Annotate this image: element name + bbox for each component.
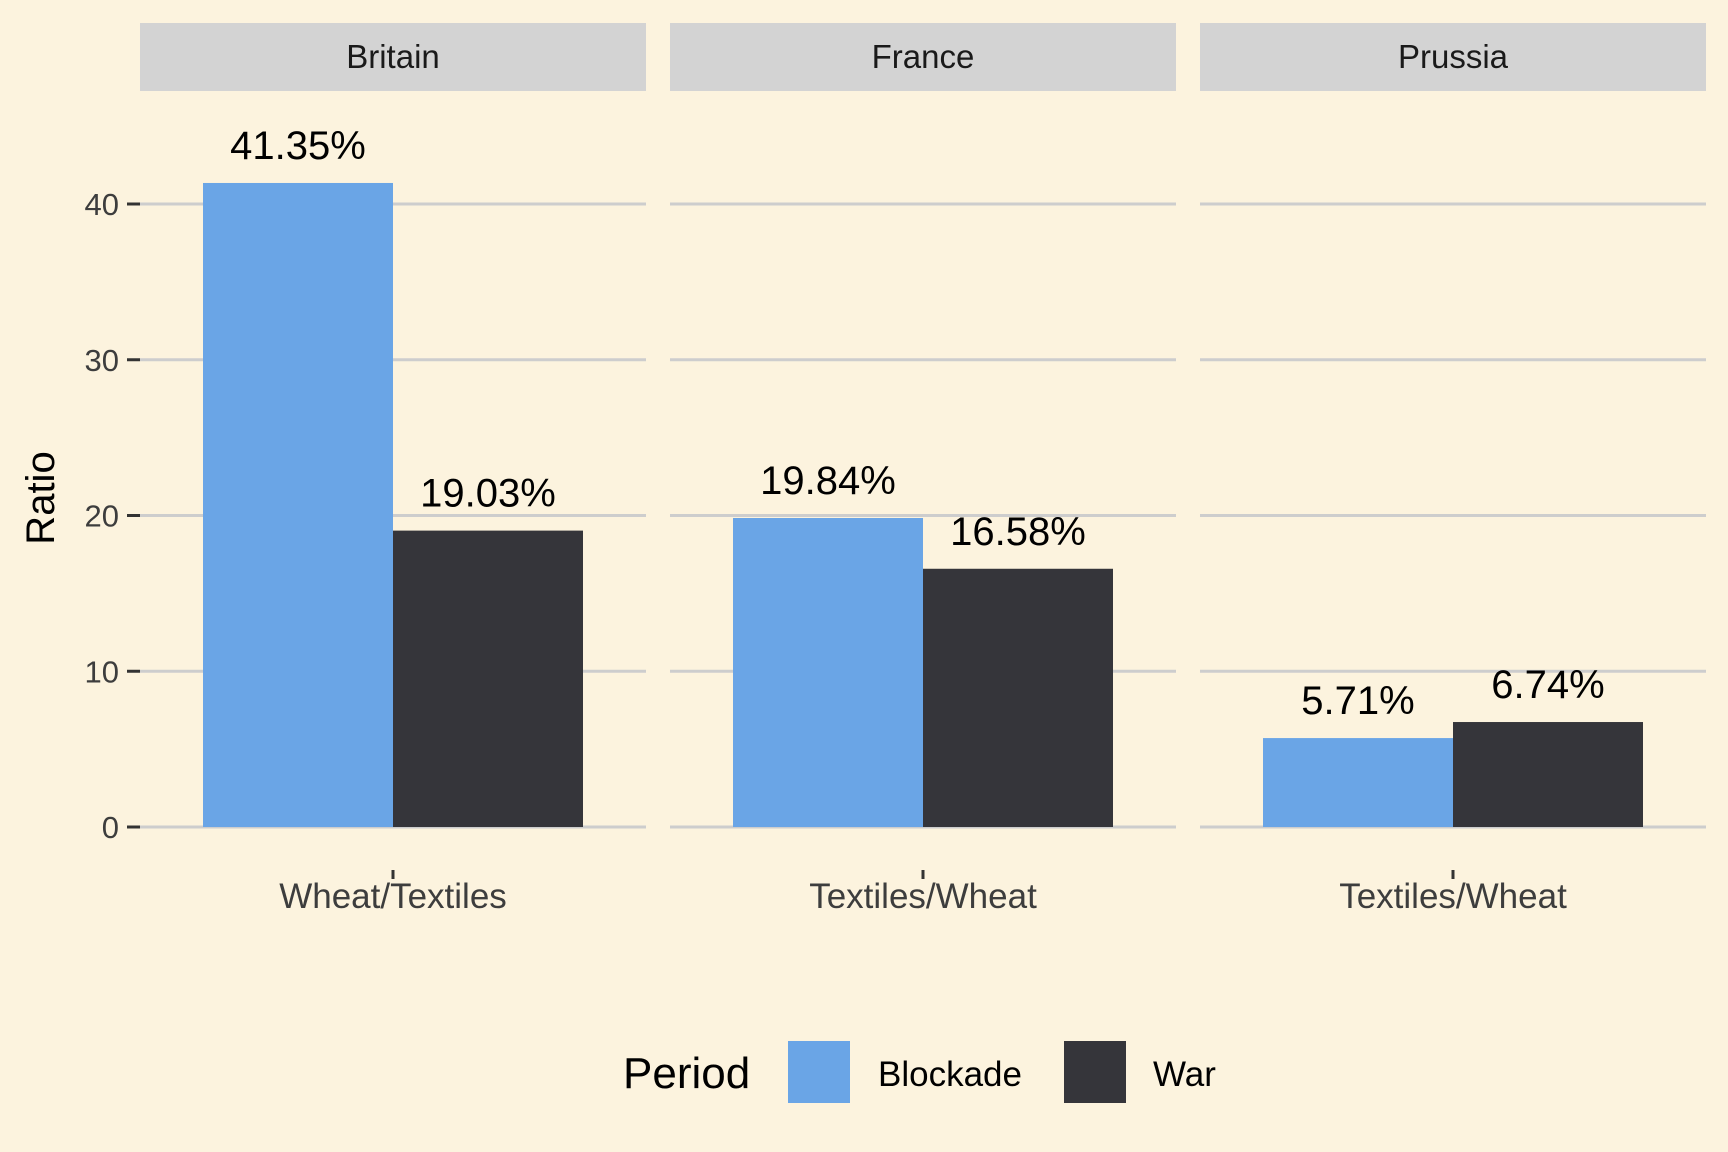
legend-label: Blockade xyxy=(878,1055,1022,1094)
bar-value-label: 16.58% xyxy=(950,510,1086,554)
facet-panel-britain: Britain 41.35% 19.03% Wheat/Textiles xyxy=(140,23,646,916)
facet-strip-label: Prussia xyxy=(1398,38,1509,75)
y-tick-label: 10 xyxy=(85,654,119,689)
y-axis-title: Ratio xyxy=(19,451,63,544)
x-tick-label: Textiles/Wheat xyxy=(1339,877,1567,916)
facet-strip-label: France xyxy=(872,38,975,75)
facet-strip-label: Britain xyxy=(346,38,440,75)
facet-panel-prussia: Prussia 5.71% 6.74% Textiles/Wheat xyxy=(1200,23,1706,916)
y-tick-label: 0 xyxy=(102,810,119,845)
x-tick-label: Textiles/Wheat xyxy=(809,877,1037,916)
bar-blockade xyxy=(1263,738,1453,827)
bar-war xyxy=(393,530,583,827)
bar-value-label: 41.35% xyxy=(230,124,366,168)
legend-label: War xyxy=(1153,1055,1216,1094)
y-axis: 0 10 20 30 40 xyxy=(85,187,140,845)
facet-strip xyxy=(140,23,646,91)
bar-value-label: 19.84% xyxy=(760,459,896,503)
bar-blockade xyxy=(733,517,923,827)
legend-title: Period xyxy=(623,1049,750,1098)
y-tick-label: 30 xyxy=(85,343,119,378)
bar-value-label: 5.71% xyxy=(1301,679,1414,723)
bar-value-label: 6.74% xyxy=(1491,663,1604,707)
legend-key-war xyxy=(1064,1041,1126,1103)
legend: Period Blockade War xyxy=(623,1041,1216,1103)
x-tick-label: Wheat/Textiles xyxy=(279,877,507,916)
y-tick-label: 20 xyxy=(85,499,119,534)
bar-war xyxy=(923,568,1113,827)
bar-value-label: 19.03% xyxy=(420,472,556,516)
bar-blockade xyxy=(203,182,393,827)
facet-strip xyxy=(1200,23,1706,91)
facet-panels: Britain 41.35% 19.03% Wheat/Textiles France 1… xyxy=(140,23,1706,916)
y-tick-label: 40 xyxy=(85,187,119,222)
legend-key-blockade xyxy=(788,1041,850,1103)
bar-war xyxy=(1453,722,1643,827)
facet-panel-france: France 19.84% 16.58% Textiles/Wheat xyxy=(670,23,1176,916)
facet-strip xyxy=(670,23,1176,91)
